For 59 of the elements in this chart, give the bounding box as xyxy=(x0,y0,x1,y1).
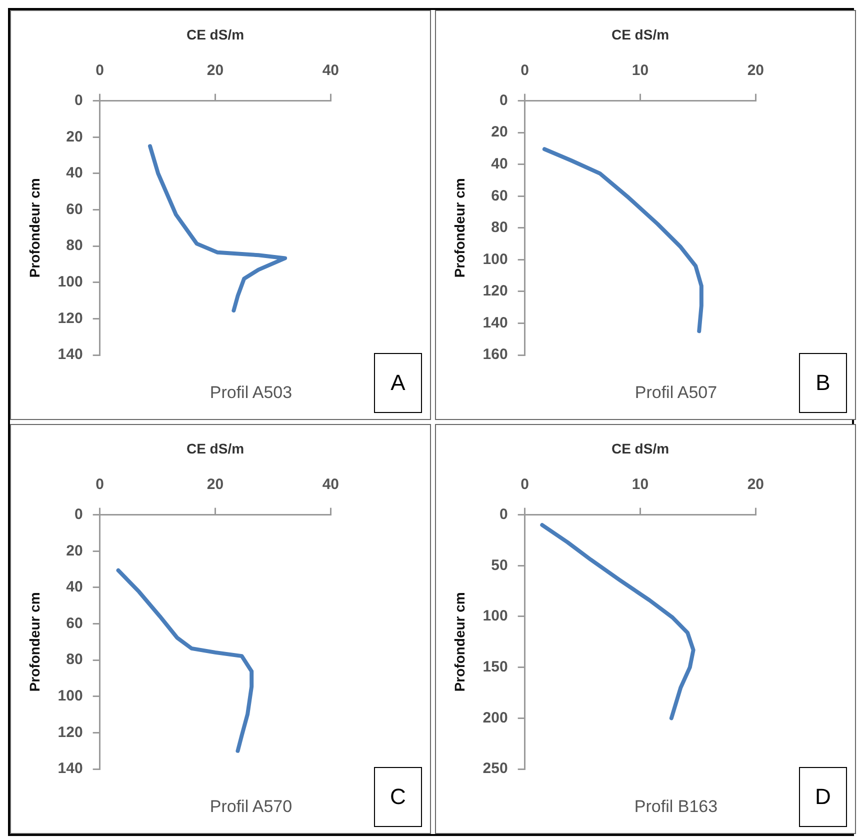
y-tick-label: 60 xyxy=(491,187,508,204)
y-tick-label: 80 xyxy=(491,219,508,236)
y-tick-label: 0 xyxy=(499,92,508,109)
y-tick-label: 20 xyxy=(491,124,508,141)
text: B xyxy=(799,353,847,413)
text: A xyxy=(374,353,422,413)
text: Profil A507 xyxy=(634,383,718,403)
x-tick-label: 10 xyxy=(632,476,649,493)
y-tick-label: 160 xyxy=(482,346,508,364)
y-tick-label: 40 xyxy=(66,164,83,182)
y-tick-label: 60 xyxy=(66,200,83,218)
x-axis-title: CE dS/m xyxy=(186,440,244,456)
x-axis-title: CE dS/m xyxy=(611,440,670,456)
y-axis-title: Profondeur cm xyxy=(26,592,42,692)
text: Profil A570 xyxy=(208,797,294,817)
y-axis-title: Profondeur cm xyxy=(451,592,468,692)
y-tick-label: 150 xyxy=(482,658,508,676)
y-tick-label: 100 xyxy=(482,608,508,625)
y-tick-label: 50 xyxy=(491,556,508,574)
y-tick-label: 0 xyxy=(499,506,508,523)
x-tick-label: 40 xyxy=(322,476,339,493)
y-tick-label: 250 xyxy=(482,760,508,778)
text: C xyxy=(374,767,422,827)
y-tick-label: 140 xyxy=(482,314,508,332)
y-tick-label: 40 xyxy=(491,155,508,172)
x-axis-title: CE dS/m xyxy=(611,26,670,42)
y-axis-title: Profondeur cm xyxy=(26,178,42,278)
y-axis-title: Profondeur cm xyxy=(451,178,468,278)
y-tick-label: 200 xyxy=(482,709,508,726)
x-tick-label: 20 xyxy=(747,476,764,493)
y-tick-label: 120 xyxy=(58,724,83,741)
y-tick-label: 60 xyxy=(66,614,83,632)
text: Profil A503 xyxy=(208,383,294,403)
x-tick-label: 20 xyxy=(206,62,224,79)
y-tick-label: 120 xyxy=(58,310,83,327)
y-tick-label: 100 xyxy=(482,250,508,268)
y-tick-label: 140 xyxy=(58,760,83,778)
x-tick-label: 0 xyxy=(96,476,104,493)
x-axis-title: CE dS/m xyxy=(186,26,244,42)
y-tick-label: 140 xyxy=(58,346,83,364)
text: Profil B163 xyxy=(633,797,719,817)
x-tick-label: 10 xyxy=(632,62,649,79)
text: D xyxy=(799,767,847,827)
x-tick-label: 0 xyxy=(520,62,529,79)
y-tick-label: 80 xyxy=(66,237,83,254)
y-tick-label: 40 xyxy=(66,578,83,596)
y-tick-label: 100 xyxy=(58,688,83,705)
x-tick-label: 0 xyxy=(520,476,529,493)
y-tick-label: 100 xyxy=(58,274,83,291)
x-tick-label: 40 xyxy=(322,62,339,79)
y-tick-label: 0 xyxy=(74,506,83,523)
y-tick-label: 80 xyxy=(66,651,83,668)
y-tick-label: 20 xyxy=(66,542,83,560)
x-tick-label: 0 xyxy=(96,62,104,79)
y-tick-label: 20 xyxy=(66,128,83,146)
y-tick-label: 0 xyxy=(74,92,83,109)
x-tick-label: 20 xyxy=(747,62,764,79)
x-tick-label: 20 xyxy=(206,476,224,493)
y-tick-label: 120 xyxy=(482,282,508,300)
